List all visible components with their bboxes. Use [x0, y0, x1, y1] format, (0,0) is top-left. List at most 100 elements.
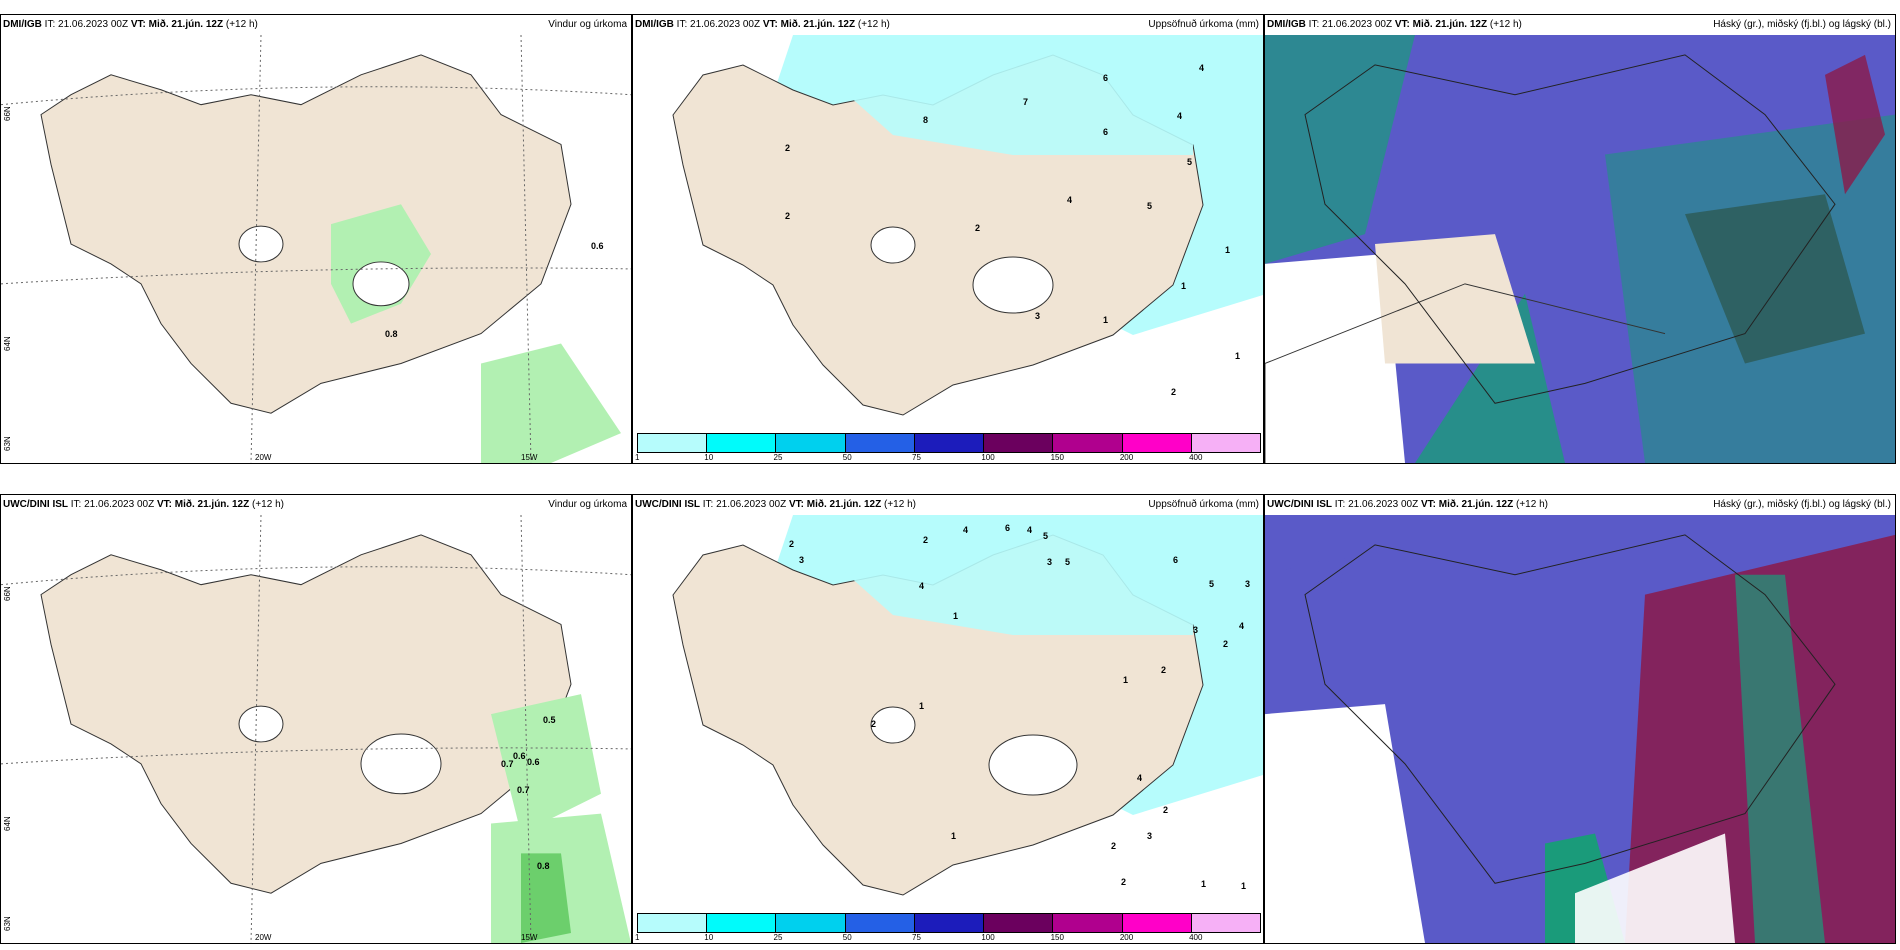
precip-value: 2 — [789, 539, 795, 549]
colorbar-swatch — [1122, 914, 1192, 932]
lat-label: 66N — [3, 106, 12, 121]
panel-header: DMI/IGB IT: 21.06.2023 00Z VT: Mið. 21.j… — [1, 15, 631, 35]
precip-value: 3 — [1035, 311, 1041, 321]
panel-cloud-dmi: DMI/IGB IT: 21.06.2023 00Z VT: Mið. 21.j… — [1264, 14, 1896, 464]
precip-value: 1 — [1201, 879, 1207, 889]
precip-value: 2 — [923, 535, 929, 545]
panel-title: Vindur og úrkoma — [548, 19, 627, 30]
panel-title: Uppsöfnuð úrkoma (mm) — [1148, 499, 1259, 510]
colorbar-swatch — [707, 914, 777, 932]
precip-value: 2 — [785, 143, 791, 153]
precip-value: 4 — [963, 525, 969, 535]
colorbar-tick: 75 — [912, 453, 921, 462]
precip-value: 2 — [975, 223, 981, 233]
panel-cloud-uwc: UWC/DINI ISL IT: 21.06.2023 00Z VT: Mið.… — [1264, 494, 1896, 944]
precip-value: 1 — [1103, 315, 1109, 325]
precip-value: 4 — [919, 581, 925, 591]
precip-value: 2 — [1223, 639, 1229, 649]
colorbar-tick: 150 — [1050, 933, 1064, 942]
precip-map — [633, 515, 1263, 915]
colorbar-tick: 25 — [773, 933, 783, 942]
precip-value: 5 — [1043, 531, 1049, 541]
colorbar-swatch — [1053, 434, 1123, 452]
lon-label: 20W — [255, 933, 272, 942]
precip-value: 1 — [1225, 245, 1231, 255]
precip-value: 2 — [1111, 841, 1117, 851]
cloud-map — [1265, 515, 1895, 943]
wind-value-label: 0.7 — [517, 785, 530, 795]
wind-value-label: 0.6 — [591, 241, 604, 251]
panel-header: DMI/IGB IT: 21.06.2023 00Z VT: Mið. 21.j… — [633, 15, 1263, 35]
precip-value: 7 — [1023, 97, 1029, 107]
colorbar-tick: 150 — [1050, 453, 1064, 462]
precip-value: 5 — [1147, 201, 1153, 211]
precip-value: 3 — [1047, 557, 1053, 567]
colorbar-tick: 200 — [1119, 933, 1134, 942]
precip-value: 1 — [1241, 881, 1247, 891]
colorbar-swatch — [1122, 434, 1192, 452]
precip-value: 2 — [1163, 805, 1169, 815]
colorbar-swatch — [776, 914, 846, 932]
colorbar-tick: 200 — [1119, 453, 1134, 462]
lon-label: 15W — [521, 453, 538, 462]
precip-value: 4 — [1067, 195, 1073, 205]
colorbar-swatch — [638, 434, 708, 452]
panel-wind-uwc: UWC/DINI ISL IT: 21.06.2023 00Z VT: Mið.… — [0, 494, 632, 944]
cloud-map — [1265, 35, 1895, 463]
precip-map — [633, 35, 1263, 435]
wind-value-label: 0.8 — [537, 861, 550, 871]
panel-wind-dmi: DMI/IGB IT: 21.06.2023 00Z VT: Mið. 21.j… — [0, 14, 632, 464]
colorbar — [637, 913, 1261, 933]
panel-header: DMI/IGB IT: 21.06.2023 00Z VT: Mið. 21.j… — [1265, 15, 1895, 35]
precip-value: 4 — [1027, 525, 1033, 535]
wind-value-label: 0.6 — [527, 757, 540, 767]
precip-value: 3 — [1245, 579, 1251, 589]
precip-value: 1 — [953, 611, 959, 621]
colorbar-tick: 10 — [704, 933, 714, 942]
lat-label: 63N — [3, 436, 12, 451]
wind-value-label: 0.5 — [543, 715, 556, 725]
colorbar-tick: 400 — [1189, 453, 1203, 462]
wind-map — [1, 515, 631, 943]
precip-value: 2 — [785, 211, 791, 221]
panel-precip-uwc: UWC/DINI ISL IT: 21.06.2023 00Z VT: Mið.… — [632, 494, 1264, 944]
precip-value: 1 — [1123, 675, 1129, 685]
lat-label: 64N — [3, 816, 12, 831]
colorbar-swatch — [1191, 434, 1260, 452]
colorbar-swatch — [984, 914, 1054, 932]
colorbar-swatch — [1191, 914, 1260, 932]
lat-label: 64N — [3, 336, 12, 351]
colorbar-swatch — [638, 914, 708, 932]
colorbar-tick: 100 — [981, 933, 995, 942]
lat-label: 63N — [3, 916, 12, 931]
precip-value: 6 — [1005, 523, 1011, 533]
precip-value: 2 — [1121, 877, 1127, 887]
colorbar-tick: 50 — [842, 933, 852, 942]
lon-label: 20W — [255, 453, 272, 462]
colorbar-ticks: 1 10 25 50 75 100 150 200 400 — [635, 933, 1261, 943]
panel-header: UWC/DINI ISL IT: 21.06.2023 00Z VT: Mið.… — [1, 495, 631, 515]
colorbar-swatch — [707, 434, 777, 452]
precip-value: 4 — [1239, 621, 1245, 631]
lon-label: 15W — [521, 933, 538, 942]
panel-title: Háský (gr.), miðský (fj.bl.) og lágský (… — [1713, 19, 1891, 30]
colorbar-tick: 1 — [635, 933, 640, 942]
panel-title: Vindur og úrkoma — [548, 499, 627, 510]
precip-value: 5 — [1187, 157, 1193, 167]
precip-value: 5 — [1209, 579, 1215, 589]
precip-value: 6 — [1173, 555, 1179, 565]
precip-value: 3 — [1193, 625, 1199, 635]
colorbar-swatch — [845, 434, 915, 452]
precip-value: 2 — [1171, 387, 1177, 397]
wind-value-label: 0.6 — [513, 751, 526, 761]
colorbar-swatch — [1053, 914, 1123, 932]
colorbar-ticks: 1 10 25 50 75 100 150 200 400 — [635, 453, 1261, 463]
precip-value: 3 — [799, 555, 805, 565]
colorbar-tick: 1 — [635, 453, 640, 462]
colorbar-tick: 75 — [912, 933, 921, 942]
panel-header: UWC/DINI ISL IT: 21.06.2023 00Z VT: Mið.… — [1265, 495, 1895, 515]
colorbar-swatch — [845, 914, 915, 932]
wind-value-label: 0.8 — [385, 329, 398, 339]
colorbar-swatch — [914, 914, 985, 932]
colorbar-swatch — [914, 434, 985, 452]
